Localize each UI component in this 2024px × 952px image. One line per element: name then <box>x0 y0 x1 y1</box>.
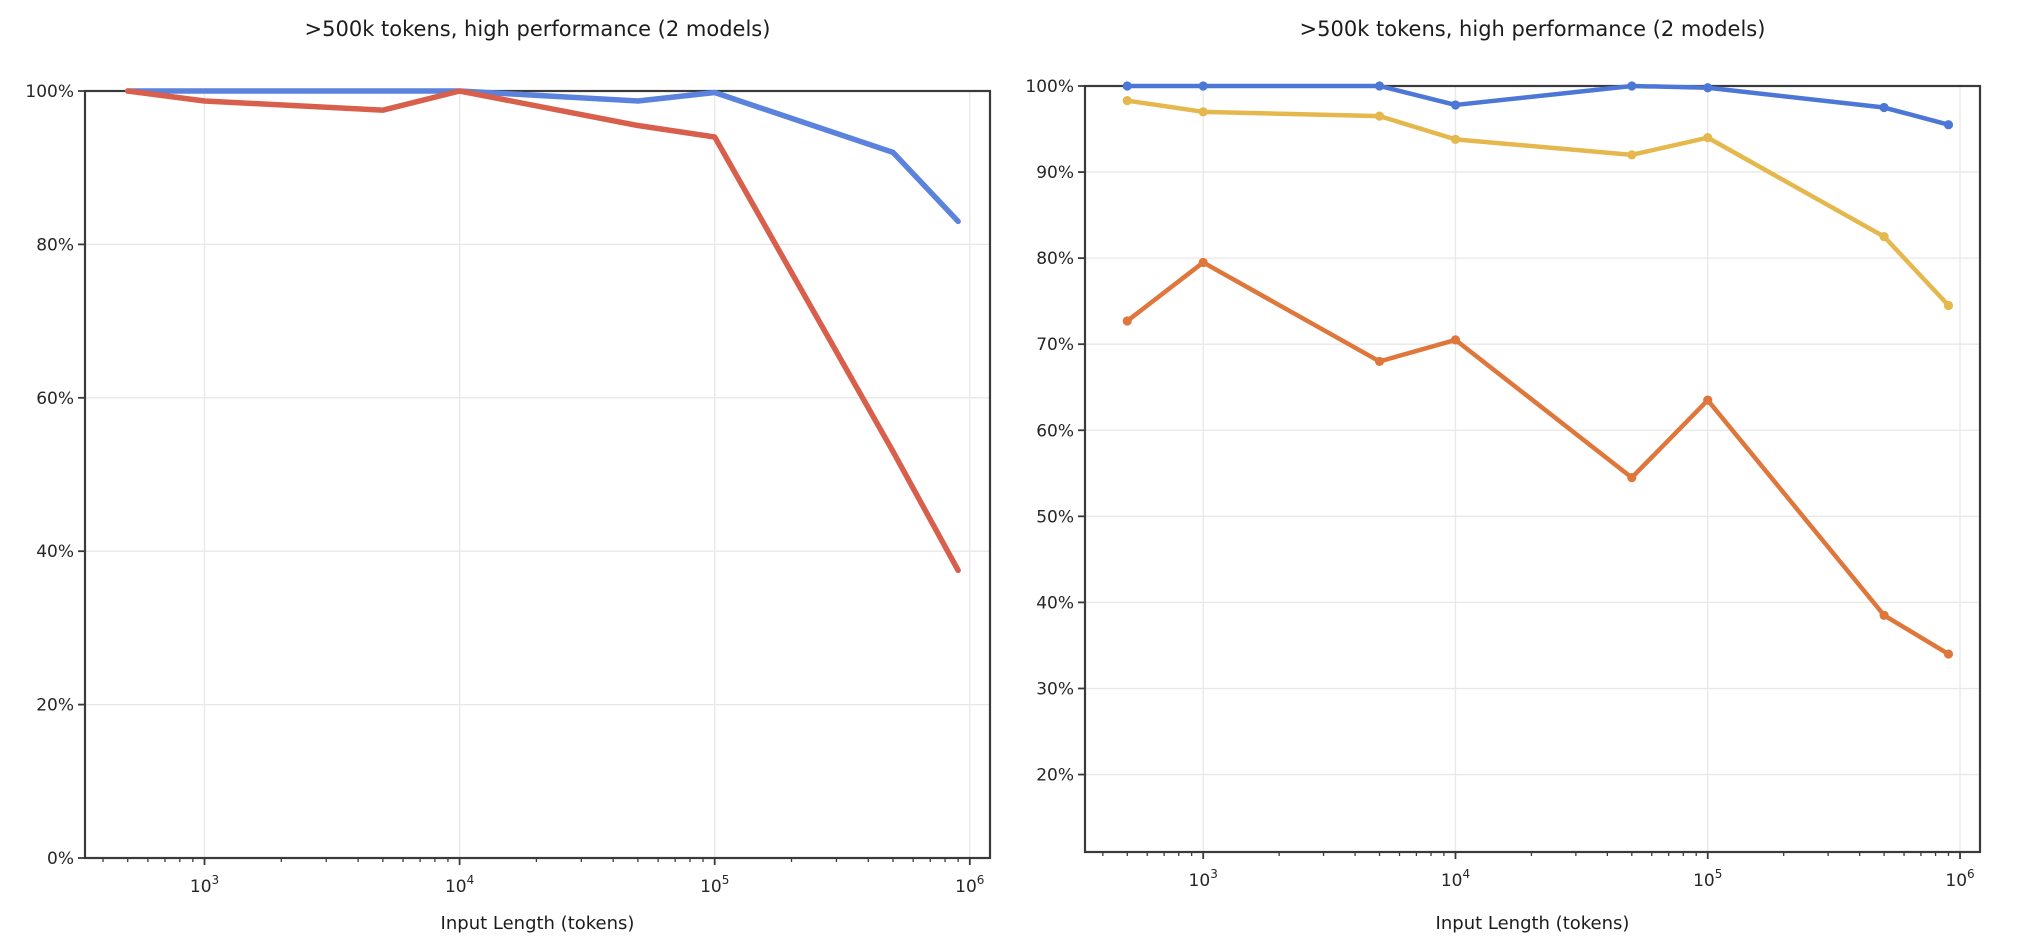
series-line-blue <box>1125 83 1951 127</box>
y-axis-tick-label: 80% <box>36 235 74 255</box>
y-axis-tick-label: 100% <box>1025 77 1074 97</box>
data-point-blue <box>1374 81 1385 91</box>
data-point-blue <box>1627 81 1637 91</box>
data-point-orange <box>1198 257 1208 268</box>
y-axis-tick-label: 40% <box>1036 593 1074 613</box>
y-axis-tick-label: 90% <box>1036 163 1074 183</box>
axes-spines <box>83 89 992 860</box>
data-point-orange <box>1627 473 1637 483</box>
data-point-blue <box>1703 83 1713 93</box>
right-chart-plot: 103 104 105 106 20% 30% 40% 50% 60% 70% 80% 90% 100% <box>1025 77 1982 891</box>
data-point-gold <box>1627 150 1637 160</box>
data-point-blue <box>1122 81 1132 91</box>
series-line-orange <box>1125 260 1951 657</box>
x-axis-tick-label: 105 <box>700 873 729 897</box>
data-point-orange <box>1879 610 1889 620</box>
y-axis-tick-label: 80% <box>1036 249 1074 269</box>
data-point-gold <box>1879 232 1889 242</box>
x-axis-tick-label: 104 <box>445 873 474 897</box>
data-point-gold <box>1122 96 1132 106</box>
data-point-gold <box>1198 107 1208 117</box>
y-axis-tick-label: 20% <box>1036 766 1074 786</box>
data-point-gold <box>1703 133 1713 143</box>
x-axis-tick-label: 104 <box>1441 867 1470 891</box>
right-chart: >500k tokens, high performance (2 models… <box>1012 0 2024 952</box>
y-axis-tick-label: 30% <box>1036 679 1074 699</box>
data-point-blue <box>1198 81 1208 91</box>
left-chart: >500k tokens, high performance (2 models… <box>25 17 992 934</box>
chart-title: >500k tokens, high performance (2 models… <box>304 17 771 41</box>
y-axis-tick-label: 60% <box>36 389 74 409</box>
y-axis-tick-label: 40% <box>36 542 74 562</box>
data-point-orange <box>1943 649 1954 659</box>
data-point-blue <box>1879 102 1889 113</box>
left-chart-plot: 103 104 105 106 0% 20% 40% 60% 80% 100% <box>25 82 992 897</box>
series-line-blue <box>124 88 961 225</box>
y-axis-tick-label: 60% <box>1036 421 1074 441</box>
y-axis-tick-label: 100% <box>25 82 74 102</box>
y-axis-tick-label: 20% <box>36 696 74 716</box>
x-axis-label: Input Length (tokens) <box>440 913 635 934</box>
x-axis-tick-label: 106 <box>955 873 984 897</box>
data-point-blue <box>1450 100 1461 110</box>
data-point-gold <box>1943 300 1954 311</box>
y-axis-tick-label: 70% <box>1036 335 1074 355</box>
x-axis-tick-label: 103 <box>190 873 219 897</box>
data-point-orange <box>1703 395 1713 405</box>
chart-title: >500k tokens, high performance (2 models… <box>1299 17 1766 41</box>
data-point-orange <box>1374 356 1385 367</box>
x-axis-tick-label: 106 <box>1945 867 1974 891</box>
data-point-gold <box>1450 134 1461 144</box>
x-axis-tick-label: 103 <box>1189 867 1218 891</box>
x-axis-tick-label: 105 <box>1693 867 1722 891</box>
axes-spines <box>1083 84 1982 854</box>
x-axis-label: Input Length (tokens) <box>1435 913 1630 934</box>
data-point-gold <box>1374 111 1385 121</box>
y-axis-tick-label: 0% <box>47 849 74 869</box>
series-line-red <box>124 88 961 574</box>
data-point-orange <box>1122 316 1132 326</box>
series-line-gold <box>1125 98 1951 308</box>
y-axis-tick-label: 50% <box>1036 507 1074 527</box>
data-point-orange <box>1450 335 1461 345</box>
data-point-blue <box>1943 120 1954 130</box>
